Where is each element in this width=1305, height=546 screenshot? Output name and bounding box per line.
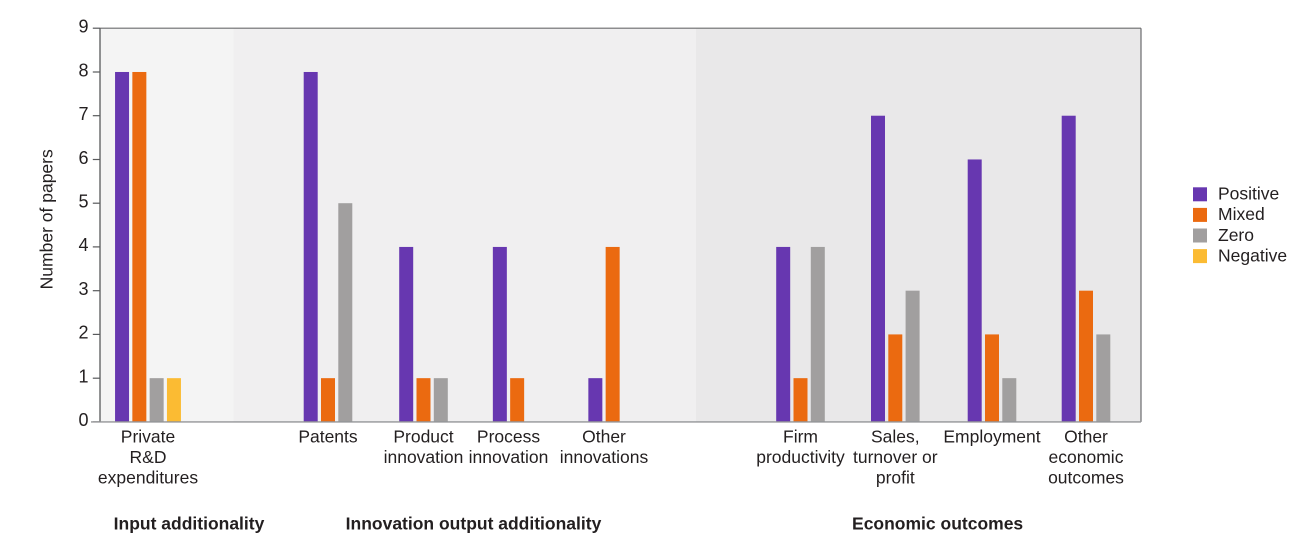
- svg-text:profit: profit: [876, 468, 915, 488]
- svg-text:Firm: Firm: [783, 427, 818, 447]
- svg-text:3: 3: [78, 279, 88, 299]
- svg-text:4: 4: [78, 235, 88, 255]
- svg-text:2: 2: [78, 323, 88, 343]
- svg-text:Other: Other: [582, 427, 626, 447]
- svg-text:Positive: Positive: [1218, 184, 1279, 204]
- svg-text:Zero: Zero: [1218, 225, 1254, 245]
- svg-text:Employment: Employment: [943, 427, 1040, 447]
- svg-text:1: 1: [78, 367, 88, 387]
- svg-text:turnover or: turnover or: [853, 447, 938, 467]
- svg-text:6: 6: [78, 148, 88, 168]
- svg-text:outcomes: outcomes: [1048, 468, 1124, 488]
- svg-text:Economic outcomes: Economic outcomes: [852, 514, 1023, 534]
- svg-text:8: 8: [78, 60, 88, 80]
- svg-text:innovations: innovations: [560, 447, 649, 467]
- svg-text:innovation: innovation: [384, 447, 464, 467]
- svg-text:Input additionality: Input additionality: [114, 514, 265, 534]
- svg-text:Sales,: Sales,: [871, 427, 920, 447]
- svg-text:7: 7: [78, 104, 88, 124]
- svg-text:R&D: R&D: [130, 447, 167, 467]
- svg-text:economic: economic: [1049, 447, 1124, 467]
- svg-text:Number of papers: Number of papers: [37, 149, 57, 289]
- svg-text:expenditures: expenditures: [98, 468, 198, 488]
- svg-text:5: 5: [78, 192, 88, 212]
- svg-text:Innovation output additionalit: Innovation output additionality: [346, 514, 602, 534]
- svg-text:Product: Product: [393, 427, 453, 447]
- svg-text:9: 9: [78, 17, 88, 37]
- svg-text:Private: Private: [121, 427, 175, 447]
- svg-text:0: 0: [78, 410, 88, 430]
- svg-text:innovation: innovation: [469, 447, 549, 467]
- svg-text:Process: Process: [477, 427, 540, 447]
- svg-text:productivity: productivity: [756, 447, 845, 467]
- svg-text:Patents: Patents: [298, 427, 358, 447]
- svg-text:Negative: Negative: [1218, 245, 1287, 265]
- svg-text:Other: Other: [1064, 427, 1108, 447]
- svg-text:Mixed: Mixed: [1218, 204, 1265, 224]
